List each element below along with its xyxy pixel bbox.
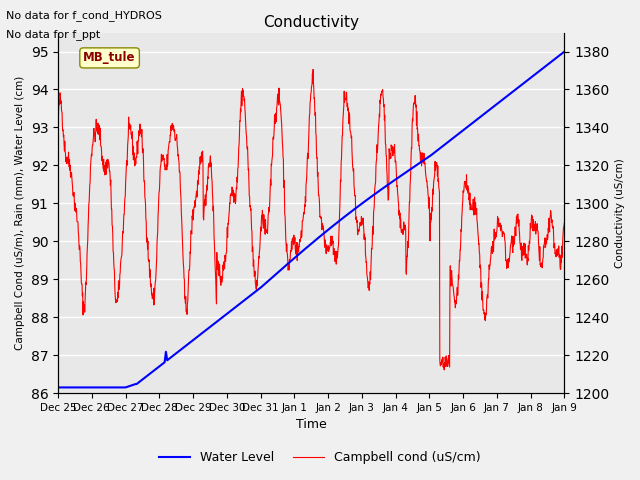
Text: MB_tule: MB_tule (83, 51, 136, 64)
Title: Conductivity: Conductivity (263, 15, 359, 30)
X-axis label: Time: Time (296, 419, 326, 432)
Text: No data for f_cond_HYDROS: No data for f_cond_HYDROS (6, 10, 163, 21)
Y-axis label: Conductivity (uS/cm): Conductivity (uS/cm) (615, 158, 625, 268)
Y-axis label: Campbell Cond (uS/m), Rain (mm), Water Level (cm): Campbell Cond (uS/m), Rain (mm), Water L… (15, 76, 25, 350)
Legend: Water Level, Campbell cond (uS/cm): Water Level, Campbell cond (uS/cm) (154, 446, 486, 469)
Text: No data for f_ppt: No data for f_ppt (6, 29, 100, 40)
